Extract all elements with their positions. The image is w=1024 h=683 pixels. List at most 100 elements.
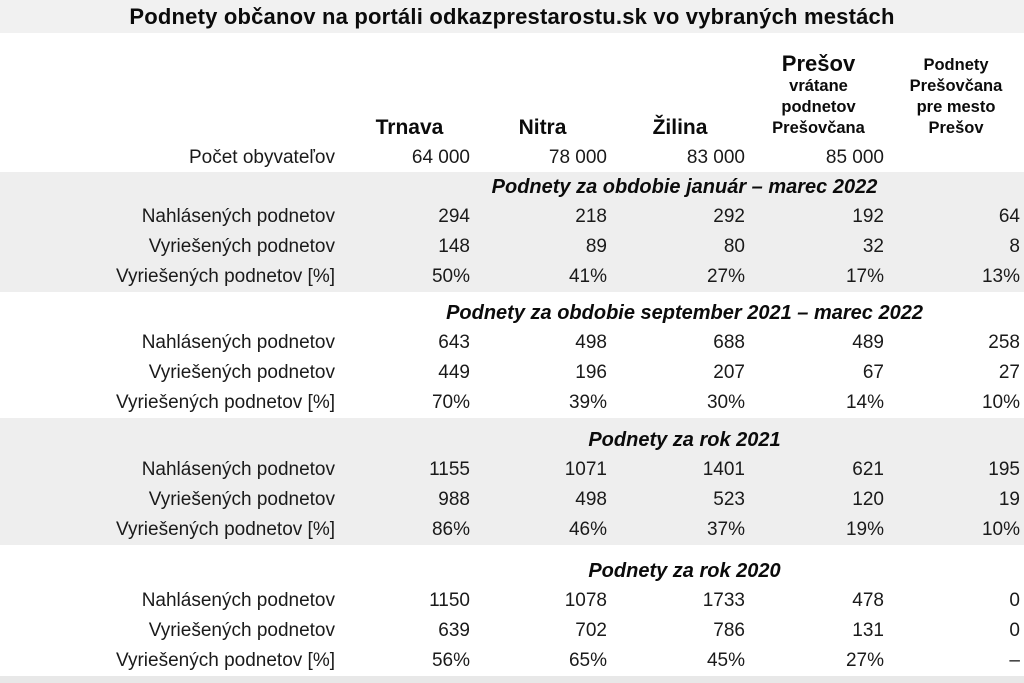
row-label: Vyriešených podnetov [%] <box>116 266 335 287</box>
row-label: Vyriešených podnetov [%] <box>116 519 335 540</box>
cell-podnety-presovcana: 195 <box>988 459 1020 480</box>
cell-presov: 32 <box>862 236 884 257</box>
cell-nitra: 41% <box>568 266 607 287</box>
table-row: Nahlásených podnetov 1155 1071 1401 621 … <box>0 455 1024 485</box>
cell-nitra: 196 <box>575 362 607 383</box>
cell-zilina: 523 <box>713 489 745 510</box>
cell-zilina: 207 <box>713 362 745 383</box>
section-title: Podnety za obdobie január – marec 2022 <box>491 176 878 198</box>
cell-nitra: 65% <box>568 650 607 671</box>
row-label: Počet obyvateľov <box>188 147 335 168</box>
column-label: Nitra <box>518 115 567 139</box>
table-row: Nahlásených podnetov 294 218 292 192 64 <box>0 202 1024 232</box>
row-label: Vyriešených podnetov <box>148 236 335 257</box>
table-row: Nahlásených podnetov 1150 1078 1733 478 … <box>0 586 1024 616</box>
cell-trnava: 988 <box>438 489 470 510</box>
cell-zilina: 83 000 <box>686 147 745 168</box>
cell-presov: 14% <box>845 392 884 413</box>
section-title: Podnety za rok 2020 <box>588 560 781 582</box>
table-row: Vyriešených podnetov 639 702 786 131 0 <box>0 616 1024 646</box>
row-label: Nahlásených podnetov <box>141 332 335 353</box>
cell-trnava: 1155 <box>429 459 470 480</box>
cell-trnava: 148 <box>438 236 470 257</box>
cell-presov: 67 <box>862 362 884 383</box>
cell-podnety-presovcana: 10% <box>981 392 1020 413</box>
cell-trnava: 86% <box>431 519 470 540</box>
row-label-column-header <box>0 33 345 144</box>
bottom-divider <box>0 676 1024 683</box>
cell-presov: 621 <box>852 459 884 480</box>
page-title: Podnety občanov na portáli odkazprestaro… <box>129 3 895 29</box>
column-header-zilina: Žilina <box>611 33 749 144</box>
cell-zilina: 1733 <box>702 590 745 611</box>
cell-presov: 85 000 <box>825 147 884 168</box>
row-label: Vyriešených podnetov [%] <box>116 650 335 671</box>
row-label: Vyriešených podnetov <box>148 489 335 510</box>
row-label: Vyriešených podnetov <box>148 620 335 641</box>
cell-zilina: 27% <box>706 266 745 287</box>
cell-trnava: 294 <box>438 206 470 227</box>
cell-zilina: 786 <box>713 620 745 641</box>
table-row: Vyriešených podnetov [%] 56% 65% 45% 27%… <box>0 646 1024 676</box>
cell-trnava: 50% <box>431 266 470 287</box>
cell-nitra: 702 <box>575 620 607 641</box>
cell-nitra: 218 <box>575 206 607 227</box>
cell-presov: 17% <box>845 266 884 287</box>
section-header-row: Podnety za obdobie september 2021 – mare… <box>0 292 1024 328</box>
column-sublabel: vrátane podnetov Prešovčana <box>772 77 865 138</box>
cell-presov: 192 <box>852 206 884 227</box>
section-title: Podnety za obdobie september 2021 – mare… <box>446 302 923 324</box>
cell-trnava: 56% <box>431 650 470 671</box>
cell-presov: 478 <box>852 590 884 611</box>
cell-trnava: 70% <box>431 392 470 413</box>
cell-presov: 489 <box>852 332 884 353</box>
cell-presov: 120 <box>852 489 884 510</box>
table-row: Vyriešených podnetov [%] 50% 41% 27% 17%… <box>0 262 1024 292</box>
cell-podnety-presovcana: 10% <box>981 519 1020 540</box>
cell-nitra: 1071 <box>564 459 607 480</box>
cell-nitra: 46% <box>568 519 607 540</box>
column-label: Trnava <box>375 115 444 139</box>
cell-zilina: 45% <box>706 650 745 671</box>
cell-zilina: 80 <box>723 236 745 257</box>
cell-podnety-presovcana: 0 <box>1009 590 1020 611</box>
column-label: Prešov <box>781 50 856 76</box>
column-header-row: Trnava Nitra Žilina Prešov vrátane podne… <box>0 33 1024 144</box>
section-header-row: Podnety za rok 2020 <box>0 545 1024 586</box>
cell-trnava: 64 000 <box>411 147 470 168</box>
cell-podnety-presovcana: – <box>1009 650 1020 671</box>
cell-podnety-presovcana: 27 <box>998 362 1020 383</box>
cell-zilina: 688 <box>713 332 745 353</box>
cell-presov: 27% <box>845 650 884 671</box>
cell-zilina: 30% <box>706 392 745 413</box>
cell-podnety-presovcana: 258 <box>988 332 1020 353</box>
table-row: Vyriešených podnetov [%] 70% 39% 30% 14%… <box>0 388 1024 418</box>
cell-nitra: 498 <box>575 489 607 510</box>
section-title: Podnety za rok 2021 <box>588 429 781 451</box>
cell-trnava: 639 <box>438 620 470 641</box>
cell-presov: 19% <box>845 519 884 540</box>
table-row: Nahlásených podnetov 643 498 688 489 258 <box>0 328 1024 358</box>
cell-nitra: 39% <box>568 392 607 413</box>
table-row: Vyriešených podnetov [%] 86% 46% 37% 19%… <box>0 515 1024 545</box>
row-label: Vyriešených podnetov [%] <box>116 392 335 413</box>
section-header-row: Podnety za obdobie január – marec 2022 <box>0 172 1024 202</box>
cell-trnava: 643 <box>438 332 470 353</box>
cell-zilina: 292 <box>713 206 745 227</box>
row-label: Nahlásených podnetov <box>141 459 335 480</box>
cell-podnety-presovcana: 64 <box>998 206 1020 227</box>
table-row: Vyriešených podnetov 148 89 80 32 8 <box>0 232 1024 262</box>
cell-zilina: 37% <box>706 519 745 540</box>
column-header-trnava: Trnava <box>345 33 474 144</box>
population-row: Počet obyvateľov 64 000 78 000 83 000 85… <box>0 144 1024 172</box>
row-label: Vyriešených podnetov <box>148 362 335 383</box>
section-rok-2021: Podnety za rok 2021 Nahlásených podnetov… <box>0 418 1024 545</box>
table-row: Vyriešených podnetov 449 196 207 67 27 <box>0 358 1024 388</box>
section-september-2021-marec-2022: Podnety za obdobie september 2021 – mare… <box>0 292 1024 418</box>
cell-trnava: 1150 <box>429 590 470 611</box>
cell-podnety-presovcana: 8 <box>1009 236 1020 257</box>
table-row: Vyriešených podnetov 988 498 523 120 19 <box>0 485 1024 515</box>
cell-nitra: 1078 <box>564 590 607 611</box>
section-rok-2020: Podnety za rok 2020 Nahlásených podnetov… <box>0 545 1024 676</box>
